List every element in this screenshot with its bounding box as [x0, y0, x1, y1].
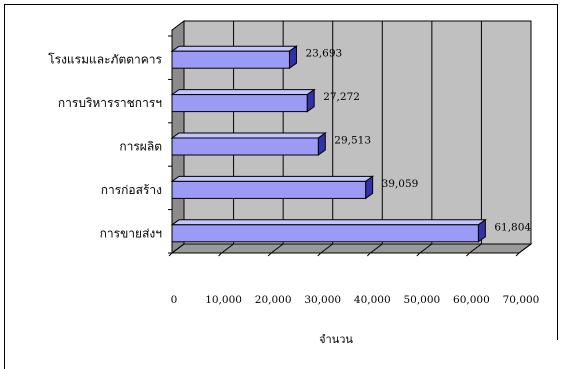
x-tick-label: 30,000 [304, 294, 341, 306]
x-tick-mark [466, 252, 470, 257]
floor-gridline [270, 243, 284, 254]
x-tick-label: 50,000 [403, 294, 440, 306]
x-tick-mark [218, 252, 222, 257]
category-label: การผลิต [119, 140, 162, 154]
category-label: โรงแรมและภัตตาคาร [48, 53, 162, 67]
category-label: การบริหารราชการฯ [58, 96, 162, 110]
x-tick-mark [366, 252, 371, 257]
bar [170, 175, 375, 200]
bar-front-face [171, 224, 479, 243]
bar-front-face [171, 180, 367, 199]
x-tick-label: 70,000 [503, 294, 540, 306]
bar-top-face [170, 175, 375, 182]
data-label: 39,059 [382, 178, 419, 190]
category-label: การขายส่งฯ [100, 226, 162, 240]
data-label: 27,272 [323, 91, 360, 103]
bar-top-face [170, 89, 316, 96]
floor-gridline [469, 243, 482, 254]
bar-top-face [170, 132, 327, 139]
chart-floor [170, 243, 533, 254]
x-tick-label: 40,000 [354, 294, 391, 306]
bar-top-face [170, 45, 299, 52]
x-tick-mark [416, 252, 421, 257]
floor-gridline [221, 243, 234, 254]
x-tick-mark [515, 252, 520, 257]
bar [170, 132, 327, 156]
bar [170, 88, 316, 113]
x-tick-label: 0 [171, 294, 178, 306]
floor-gridline [369, 243, 383, 254]
bar-top-face [170, 219, 487, 226]
x-tick-mark [267, 252, 272, 257]
data-label: 29,513 [334, 135, 371, 147]
x-tick-label: 60,000 [453, 294, 490, 306]
category-label: การก่อสร้าง [101, 183, 162, 197]
bars-group [170, 45, 487, 243]
floor-gridline [171, 243, 185, 254]
x-tick-mark [317, 252, 322, 257]
bar [170, 45, 299, 70]
bar [170, 218, 487, 243]
data-label: 23,693 [305, 48, 342, 60]
floor-gridline [419, 243, 433, 254]
category-labels: โรงแรมและภัตตาคารการบริหารราชการฯการผลิต… [48, 53, 162, 241]
data-label: 61,804 [494, 221, 531, 233]
x-tick-label: 20,000 [255, 294, 292, 306]
x-tick-labels: 0 10,000 20,000 30,000 40,000 50,000 60,000 70,… [171, 294, 540, 306]
data-labels: 23,693 27,272 29,513 39,059 61,804 [305, 48, 531, 234]
x-tick-label: 10,000 [205, 294, 242, 306]
floor-gridline [320, 243, 334, 254]
floor-gridline [518, 243, 532, 254]
bar-front-face [171, 50, 290, 69]
bar-front-face [171, 94, 308, 113]
x-axis-title: จำนวน [319, 333, 353, 346]
bar-front-face [171, 137, 319, 156]
